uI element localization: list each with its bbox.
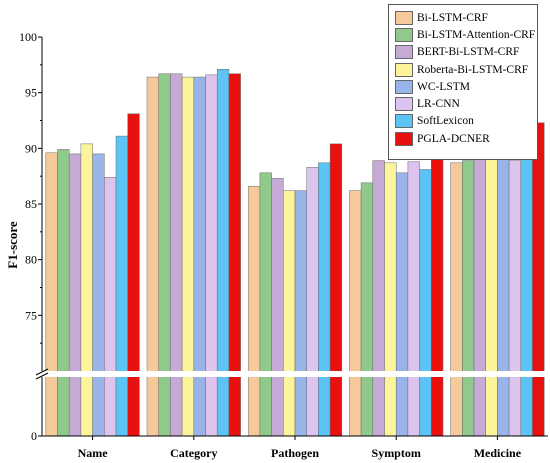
y-tick-label: 80 xyxy=(25,253,37,267)
bar-bert-bi-lstm-crf-symptom xyxy=(372,160,385,437)
axis-break-mark xyxy=(35,368,49,376)
bar-bi-lstm-attention-crf-name xyxy=(57,149,70,437)
legend-label: Bi-LSTM-CRF xyxy=(417,11,488,24)
bar-bi-lstm-crf-symptom xyxy=(349,190,362,437)
bar-pgla-dcner-pathogen xyxy=(329,143,343,437)
y-axis-label: F1-score xyxy=(5,221,20,269)
legend: Bi-LSTM-CRF Bi-LSTM-Attention-CRF BERT-Bi-… xyxy=(388,4,538,160)
legend-label: LR-CNN xyxy=(417,98,460,111)
legend-label: PGLA-DCNER xyxy=(417,132,490,145)
legend-label: SoftLexicon xyxy=(417,115,474,128)
legend-swatch xyxy=(395,27,413,42)
bar-bert-bi-lstm-crf-category xyxy=(170,73,183,437)
y-tick-label: 0 xyxy=(31,429,37,443)
bar-roberta-bi-lstm-crf-pathogen xyxy=(283,190,296,437)
y-tick-label: 95 xyxy=(25,86,37,100)
bar-bi-lstm-attention-crf-symptom xyxy=(360,182,374,437)
bar-bi-lstm-attention-crf-category xyxy=(158,73,171,437)
legend-item: SoftLexicon xyxy=(395,113,533,130)
bars-group xyxy=(45,69,545,437)
bar-pgla-dcner-symptom xyxy=(431,129,444,437)
legend-swatch xyxy=(395,79,413,94)
bar-bert-bi-lstm-crf-medicine xyxy=(473,128,486,437)
bar-pgla-dcner-name xyxy=(127,113,140,437)
bar-pgla-dcner-category xyxy=(228,73,241,437)
x-tick-label-name: Name xyxy=(78,446,109,460)
legend-label: Bi-LSTM-Attention-CRF xyxy=(417,28,536,41)
bar-roberta-bi-lstm-crf-symptom xyxy=(384,162,397,437)
bar-roberta-bi-lstm-crf-medicine xyxy=(485,149,498,437)
bar-lr-cnn-medicine xyxy=(508,160,522,437)
bar-bi-lstm-attention-crf-pathogen xyxy=(259,172,272,437)
bar-bert-bi-lstm-crf-pathogen xyxy=(271,178,284,437)
bar-wc-lstm-pathogen xyxy=(294,190,307,437)
y-tick-label: 90 xyxy=(25,141,37,155)
x-tick-label-category: Category xyxy=(170,446,217,460)
bar-wc-lstm-symptom xyxy=(395,172,409,437)
bar-lr-cnn-category xyxy=(205,74,218,437)
legend-item: PGLA-DCNER xyxy=(395,130,533,147)
bar-softlexicon-category xyxy=(216,69,230,437)
legend-item: Bi-LSTM-CRF xyxy=(395,9,533,26)
axis-break-mark xyxy=(35,372,49,380)
bar-softlexicon-symptom xyxy=(419,169,432,437)
bar-softlexicon-name xyxy=(115,135,128,437)
bar-bert-bi-lstm-crf-name xyxy=(68,153,82,437)
legend-label: Roberta-Bi-LSTM-CRF xyxy=(417,63,529,76)
y-tick-label: 75 xyxy=(25,308,37,322)
legend-label: BERT-Bi-LSTM-CRF xyxy=(417,46,520,59)
bar-lr-cnn-symptom xyxy=(407,161,420,437)
bar-softlexicon-medicine xyxy=(520,134,533,437)
legend-swatch xyxy=(395,131,413,146)
bar-roberta-bi-lstm-crf-category xyxy=(181,76,195,437)
bar-bi-lstm-crf-category xyxy=(146,76,159,437)
x-tick-label-medicine: Medicine xyxy=(474,446,522,460)
legend-item: Roberta-Bi-LSTM-CRF xyxy=(395,61,533,78)
bar-bi-lstm-crf-medicine xyxy=(450,162,463,437)
legend-item: Bi-LSTM-Attention-CRF xyxy=(395,26,536,43)
axes-group: Name Category Pathogen Symptom Medicine 100 95… xyxy=(0,30,550,460)
bar-wc-lstm-name xyxy=(92,153,105,437)
axis-break-band xyxy=(0,371,550,377)
bar-wc-lstm-category xyxy=(193,76,206,437)
legend-swatch xyxy=(395,45,413,60)
x-tick-label-symptom: Symptom xyxy=(372,446,421,460)
legend-swatch xyxy=(395,10,413,25)
legend-swatch xyxy=(395,114,413,129)
bar-roberta-bi-lstm-crf-name xyxy=(80,143,93,437)
legend-item: LR-CNN xyxy=(395,95,533,112)
bar-wc-lstm-medicine xyxy=(497,149,510,437)
legend-swatch xyxy=(395,62,413,77)
legend-swatch xyxy=(395,97,413,112)
bar-bi-lstm-attention-crf-medicine xyxy=(462,160,475,437)
legend-label: WC-LSTM xyxy=(417,80,471,93)
bar-bi-lstm-crf-name xyxy=(45,152,58,437)
bar-pgla-dcner-medicine xyxy=(532,122,545,437)
x-tick-label-pathogen: Pathogen xyxy=(271,446,319,460)
bar-lr-cnn-pathogen xyxy=(306,167,319,437)
bar-bi-lstm-crf-pathogen xyxy=(247,185,261,437)
bar-lr-cnn-name xyxy=(104,177,117,437)
legend-item: BERT-Bi-LSTM-CRF xyxy=(395,44,533,61)
y-tick-label: 100 xyxy=(19,30,37,44)
bar-softlexicon-pathogen xyxy=(318,162,331,437)
y-tick-label: 85 xyxy=(25,197,37,211)
legend-item: WC-LSTM xyxy=(395,78,533,95)
